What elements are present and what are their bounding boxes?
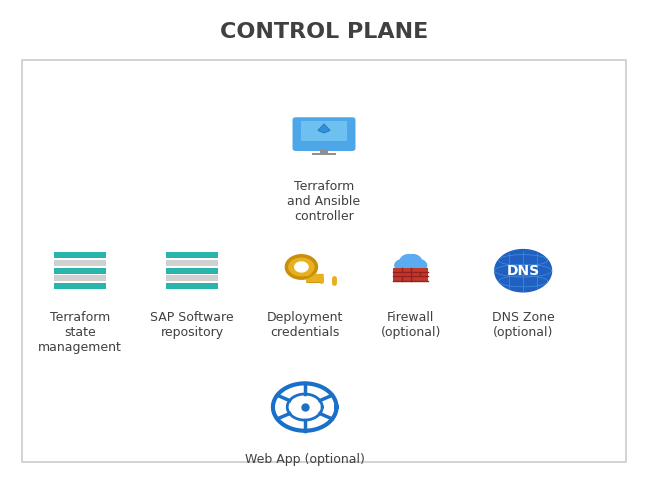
- Polygon shape: [400, 255, 418, 268]
- Polygon shape: [399, 255, 422, 272]
- FancyBboxPatch shape: [54, 260, 106, 266]
- Polygon shape: [411, 259, 426, 272]
- FancyBboxPatch shape: [22, 60, 626, 462]
- Text: Terraform
and Ansible
controller: Terraform and Ansible controller: [288, 180, 360, 223]
- FancyBboxPatch shape: [301, 121, 347, 141]
- FancyBboxPatch shape: [321, 149, 327, 153]
- Polygon shape: [286, 256, 316, 278]
- Text: SAP Software
repository: SAP Software repository: [150, 311, 234, 339]
- Text: Terraform
state
management: Terraform state management: [38, 311, 122, 354]
- Polygon shape: [318, 124, 330, 133]
- FancyBboxPatch shape: [167, 275, 218, 282]
- FancyBboxPatch shape: [167, 268, 218, 274]
- Text: Firewall
(optional): Firewall (optional): [380, 311, 441, 339]
- Polygon shape: [395, 259, 411, 272]
- Text: Deployment
credentials: Deployment credentials: [266, 311, 343, 339]
- FancyBboxPatch shape: [167, 252, 218, 258]
- FancyBboxPatch shape: [393, 268, 428, 281]
- Text: Web App (optional): Web App (optional): [245, 453, 365, 466]
- Polygon shape: [495, 250, 551, 292]
- Polygon shape: [404, 255, 421, 268]
- FancyBboxPatch shape: [292, 117, 356, 151]
- Text: DNS Zone
(optional): DNS Zone (optional): [492, 311, 555, 339]
- FancyBboxPatch shape: [54, 252, 106, 258]
- FancyBboxPatch shape: [167, 260, 218, 266]
- FancyBboxPatch shape: [54, 268, 106, 274]
- Text: CONTROL PLANE: CONTROL PLANE: [220, 22, 428, 42]
- FancyBboxPatch shape: [54, 283, 106, 289]
- FancyBboxPatch shape: [54, 275, 106, 282]
- Polygon shape: [295, 262, 308, 272]
- FancyBboxPatch shape: [312, 153, 336, 155]
- Text: DNS: DNS: [507, 264, 540, 278]
- FancyBboxPatch shape: [167, 283, 218, 289]
